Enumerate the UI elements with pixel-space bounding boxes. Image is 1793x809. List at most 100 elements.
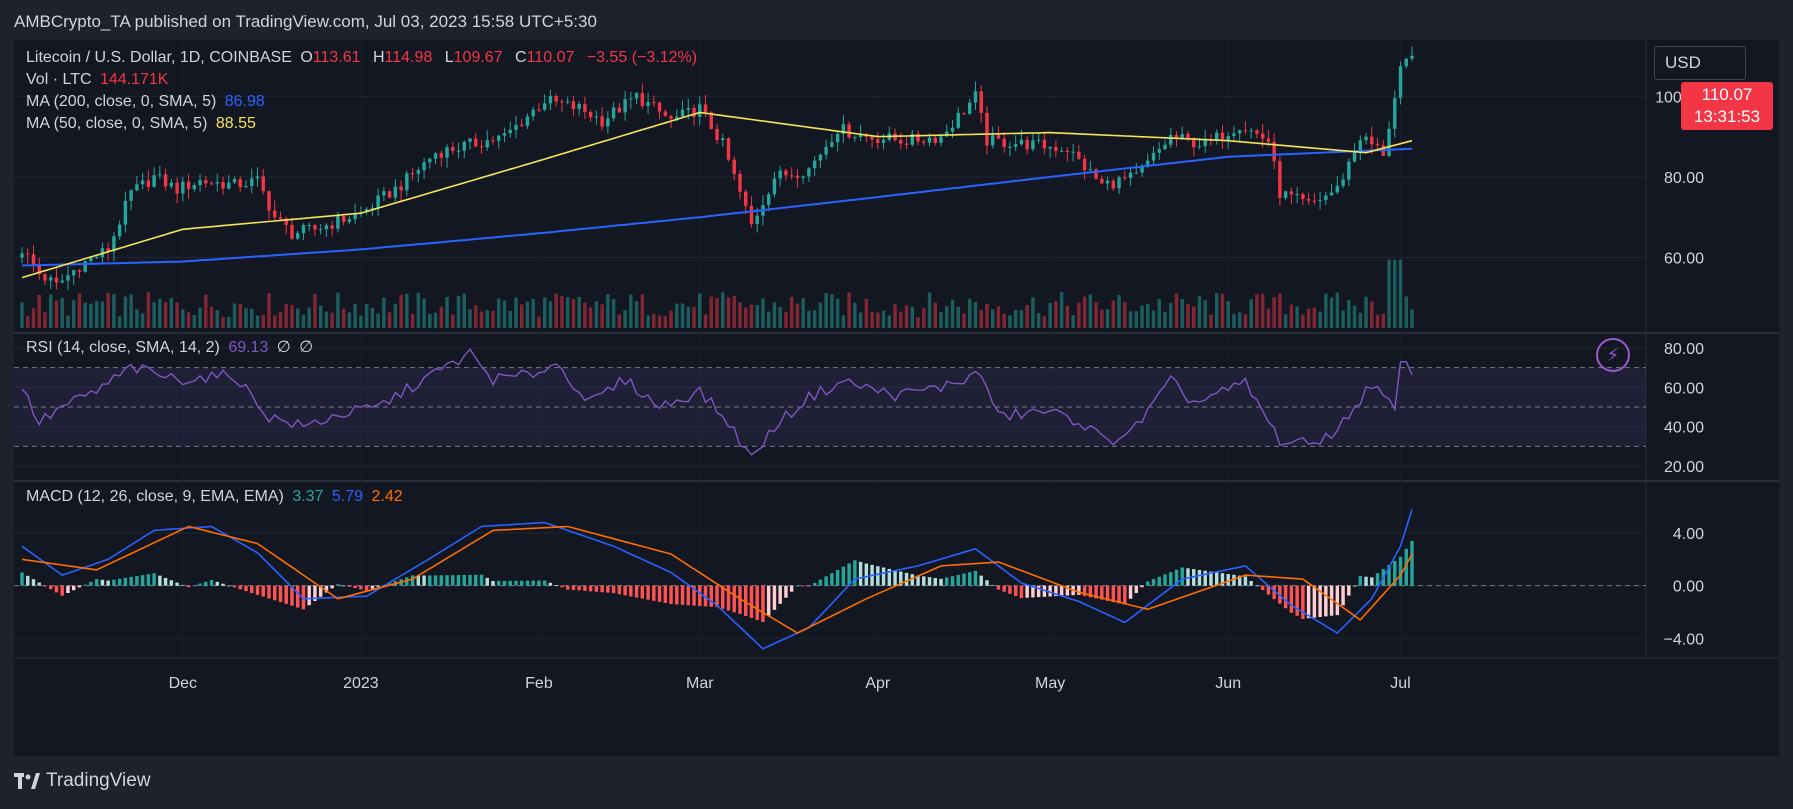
candle-body	[611, 107, 616, 119]
volume-bar	[778, 307, 782, 328]
candle-body	[1157, 149, 1161, 153]
macd-histogram-bar	[531, 580, 535, 586]
macd-histogram-bar	[94, 579, 99, 586]
ma50-line	[21, 111, 1413, 279]
candle-body	[1117, 177, 1121, 189]
macd-histogram-bar	[1232, 574, 1236, 586]
candle-body	[1146, 160, 1150, 167]
macd-histogram-bar	[1306, 585, 1311, 619]
volume-bar	[835, 298, 840, 328]
macd-histogram-bar	[186, 585, 191, 588]
candle-body	[634, 93, 639, 99]
volume-bar	[336, 292, 340, 328]
volume-bar	[870, 311, 874, 328]
volume-bar	[962, 313, 966, 328]
candle-body	[531, 109, 535, 117]
volume-bar	[221, 316, 225, 328]
macd-histogram-bar	[112, 579, 116, 586]
volume-bar	[1002, 313, 1006, 328]
volume-bar	[158, 298, 162, 328]
macd-histogram-bar	[117, 578, 122, 586]
candle-body	[560, 101, 564, 103]
candle-body	[255, 176, 260, 179]
macd-histogram-bar	[497, 580, 501, 586]
macd-histogram-bar	[129, 576, 133, 586]
candle-body	[1341, 179, 1345, 186]
ma200-legend: MA (200, close, 0, SMA, 5) 86.98	[26, 92, 269, 112]
candle-body	[428, 158, 432, 163]
chart-svg[interactable]: 60.0080.00100.0020.0040.0060.0080.00−4.0…	[14, 40, 1779, 756]
candle-body	[43, 274, 47, 281]
macd-histogram-bar	[1025, 585, 1029, 598]
volume-bar	[117, 316, 122, 328]
macd-histogram-bar	[1088, 585, 1093, 598]
volume-bar	[703, 314, 708, 328]
volume-bar	[428, 313, 432, 328]
footer-brand[interactable]: TradingView	[14, 770, 151, 792]
volume-bar	[140, 313, 145, 328]
candle-body	[1192, 137, 1196, 148]
volume-bar	[43, 312, 47, 328]
volume-bar	[106, 292, 110, 328]
candle-body	[1082, 158, 1087, 171]
candle-body	[979, 91, 983, 113]
volume-bar	[382, 297, 386, 328]
macd-histogram-bar	[221, 583, 225, 586]
volume-bar	[956, 306, 960, 328]
macd-histogram-bar	[1341, 585, 1345, 606]
candle-body	[1295, 194, 1299, 196]
macd-histogram-bar	[1197, 569, 1202, 586]
macd-histogram-bar	[83, 584, 87, 586]
volume-bar	[284, 303, 288, 328]
volume-bar	[1329, 297, 1334, 328]
volume-bar	[1341, 310, 1345, 328]
candle-body	[514, 124, 518, 130]
macd-histogram-bar	[968, 572, 972, 586]
macd-histogram-bar	[1335, 585, 1340, 616]
candle-body	[629, 98, 633, 100]
candle-body	[37, 264, 41, 275]
macd-histogram-bar	[1002, 585, 1006, 592]
volume-bar	[910, 306, 915, 328]
candle-body	[353, 213, 357, 220]
macd-histogram-bar	[922, 576, 926, 586]
macd-histogram-bar	[1404, 548, 1408, 586]
macd-histogram-bar	[290, 585, 294, 606]
lightning-icon[interactable]: ⚡	[1596, 338, 1630, 372]
macd-histogram-bar	[1255, 585, 1259, 587]
macd-histogram-bar	[1163, 574, 1167, 586]
macd-histogram-bar	[152, 573, 156, 586]
candle-body	[1387, 128, 1391, 156]
macd-histogram-bar	[945, 577, 949, 586]
macd-histogram-bar	[37, 582, 41, 586]
macd-histogram-bar	[1283, 585, 1288, 609]
legend-change: −3.55 (−3.12%)	[586, 49, 698, 66]
macd-histogram-bar	[1375, 573, 1380, 586]
candle-body	[1025, 139, 1029, 150]
candle-body	[83, 261, 87, 272]
macd-histogram-bar	[542, 580, 547, 586]
chart-frame[interactable]: 60.00 80.00 100.00 20.00 40.00 60.00 80.00 −4.0…	[14, 40, 1779, 756]
volume-bar	[927, 292, 932, 328]
volume-bar	[20, 302, 24, 328]
footer-brand-text: TradingView	[46, 770, 151, 791]
candle-body	[169, 182, 174, 187]
price-axis-tick-label: 60.00	[1664, 250, 1704, 267]
macd-histogram-bar	[169, 580, 174, 586]
macd-histogram-bar	[485, 577, 489, 586]
currency-selector[interactable]: USD	[1654, 46, 1746, 80]
volume-bar	[445, 296, 449, 328]
candle-body	[347, 219, 352, 222]
macd-histogram-bar	[502, 580, 507, 586]
candle-body	[617, 107, 622, 113]
macd-histogram-bar	[1100, 585, 1104, 600]
candle-body	[410, 173, 415, 175]
candle-body	[1306, 198, 1311, 201]
volume-bar	[456, 295, 461, 328]
ma200-line	[21, 147, 1413, 267]
candle-body	[1163, 144, 1167, 150]
volume-bar	[554, 293, 558, 328]
rsi-axis-tick-label: 20.00	[1664, 459, 1704, 476]
main-legend: Litecoin / U.S. Dollar, 1D, COINBASE O11…	[26, 48, 701, 68]
volume-bar	[1335, 292, 1340, 328]
